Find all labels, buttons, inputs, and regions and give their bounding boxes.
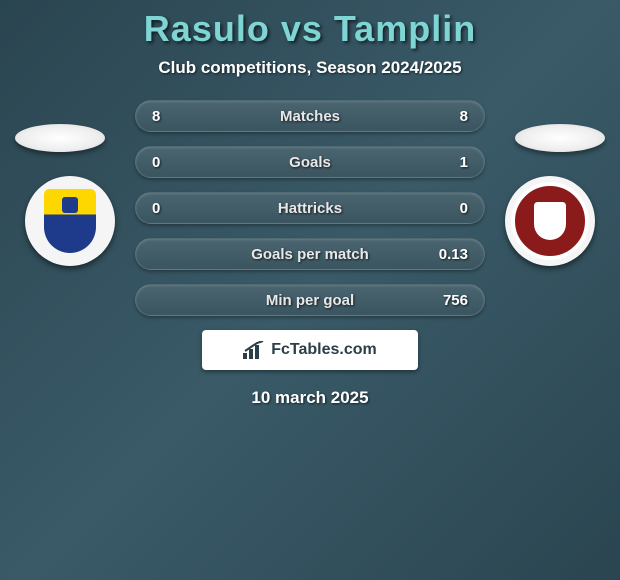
stats-table: 8 Matches 8 0 Goals 1 0 Hattricks 0 Goal… xyxy=(135,100,485,316)
stat-row: 8 Matches 8 xyxy=(135,100,485,132)
page-subtitle: Club competitions, Season 2024/2025 xyxy=(0,58,620,78)
stat-row: 0 Goals 1 xyxy=(135,146,485,178)
page-title: Rasulo vs Tamplin xyxy=(0,0,620,50)
stat-left-value: 0 xyxy=(152,154,192,171)
player-marker-left xyxy=(15,124,105,152)
stat-left-value: 0 xyxy=(152,200,192,217)
stat-right-value: 8 xyxy=(428,108,468,125)
stat-right-value: 0.13 xyxy=(428,246,468,263)
stat-row: 0 Hattricks 0 xyxy=(135,192,485,224)
stat-label: Min per goal xyxy=(266,292,354,309)
player-marker-right xyxy=(515,124,605,152)
stat-row: Min per goal 756 xyxy=(135,284,485,316)
stat-row: Goals per match 0.13 xyxy=(135,238,485,270)
stat-label: Hattricks xyxy=(278,200,342,217)
stat-right-value: 756 xyxy=(428,292,468,309)
stat-right-value: 1 xyxy=(428,154,468,171)
club-crest-left xyxy=(25,176,115,266)
stat-left-value: 8 xyxy=(152,108,192,125)
date-label: 10 march 2025 xyxy=(0,388,620,408)
badge-icon xyxy=(511,182,589,260)
stat-right-value: 0 xyxy=(428,200,468,217)
branding-text: FcTables.com xyxy=(271,341,377,359)
chart-icon xyxy=(243,341,265,359)
stat-label: Goals xyxy=(289,154,331,171)
stat-label: Goals per match xyxy=(251,246,369,263)
stat-label: Matches xyxy=(280,108,340,125)
club-crest-right xyxy=(505,176,595,266)
shield-icon xyxy=(44,189,96,253)
branding-badge: FcTables.com xyxy=(202,330,418,370)
